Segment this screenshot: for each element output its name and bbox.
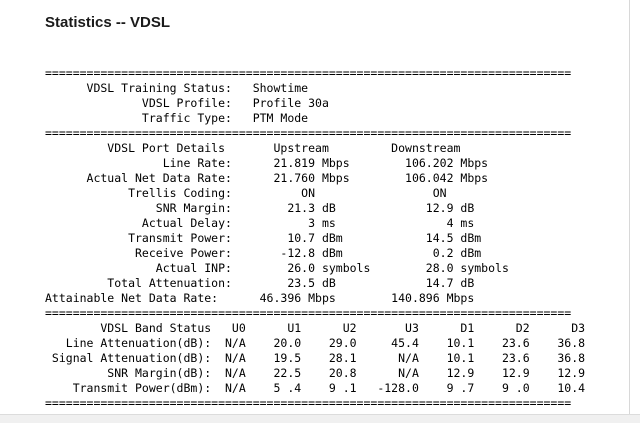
horizontal-scrollbar[interactable] — [0, 414, 640, 423]
page-title: Statistics -- VDSL — [45, 14, 171, 31]
vertical-scrollbar[interactable] — [629, 0, 640, 414]
vdsl-statistics-report: ========================================… — [45, 66, 586, 410]
